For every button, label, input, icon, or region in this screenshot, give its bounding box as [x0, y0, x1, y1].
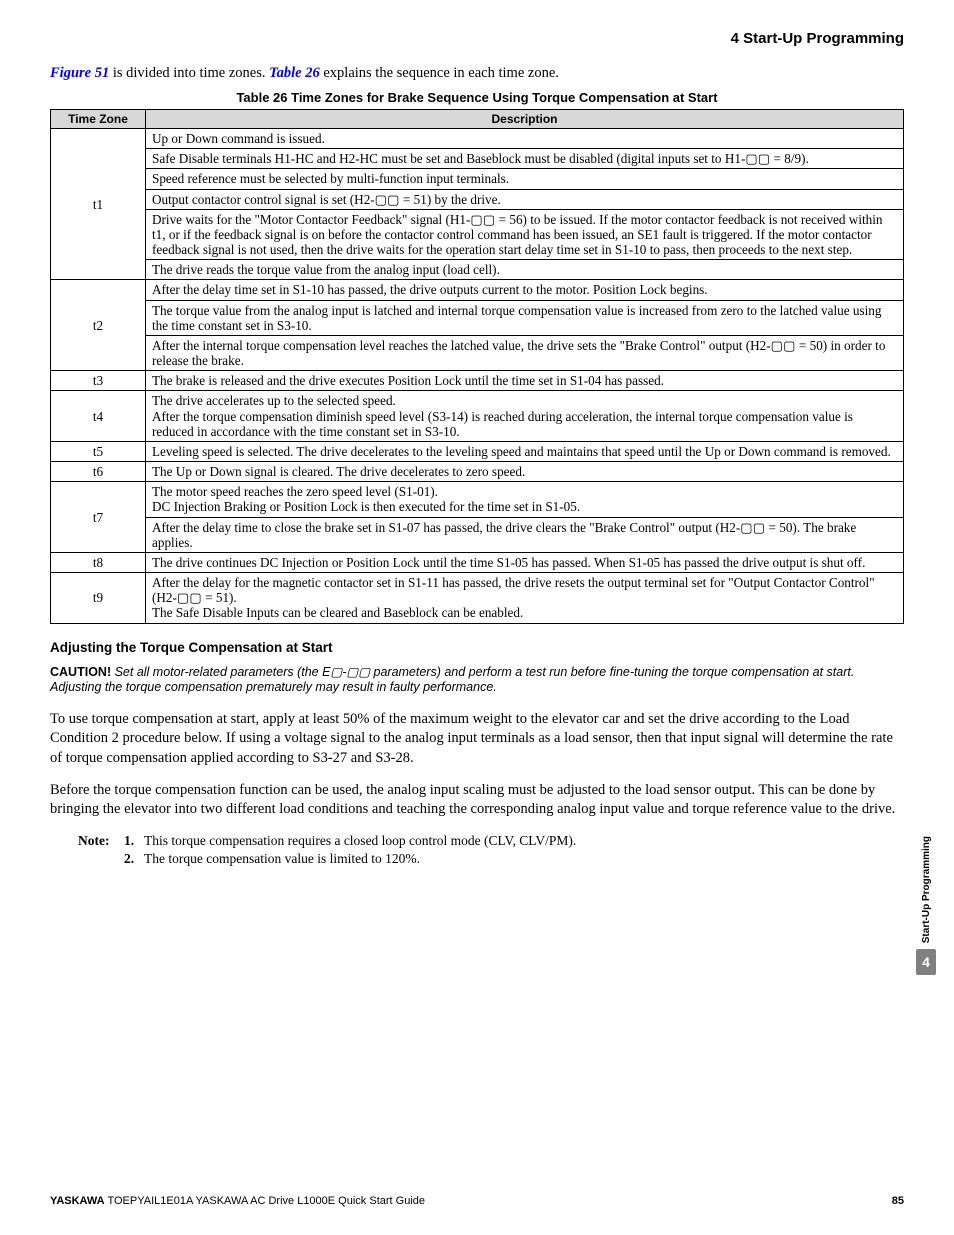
tz-cell: t1: [51, 129, 146, 280]
paragraph-1: To use torque compensation at start, app…: [50, 710, 904, 769]
desc-cell: The motor speed reaches the zero speed l…: [146, 482, 904, 517]
intro-sentence: Figure 51 is divided into time zones. Ta…: [50, 65, 904, 82]
section-header: 4 Start-Up Programming: [50, 30, 904, 47]
desc-cell: After the delay time to close the brake …: [146, 517, 904, 552]
desc-cell: After the delay for the magnetic contact…: [146, 573, 904, 624]
table-row: t6The Up or Down signal is cleared. The …: [51, 462, 904, 482]
intro-tail: explains the sequence in each time zone.: [320, 65, 559, 81]
desc-cell: The torque value from the analog input i…: [146, 300, 904, 335]
tz-cell: t2: [51, 280, 146, 371]
table-row: t7The motor speed reaches the zero speed…: [51, 482, 904, 517]
page-footer: YASKAWA TOEPYAIL1E01A YASKAWA AC Drive L…: [50, 1195, 904, 1207]
table-row: t5Leveling speed is selected. The drive …: [51, 441, 904, 461]
time-zone-table: Time Zone Description t1Up or Down comma…: [50, 109, 904, 624]
table-link[interactable]: Table 26: [269, 65, 320, 81]
caution-block: CAUTION! Set all motor-related parameter…: [50, 665, 904, 696]
table-row: Safe Disable terminals H1-HC and H2-HC m…: [51, 149, 904, 169]
caution-body: Set all motor-related parameters (the E▢…: [50, 665, 854, 695]
desc-cell: After the internal torque compensation l…: [146, 335, 904, 370]
desc-cell: Drive waits for the "Motor Contactor Fee…: [146, 209, 904, 260]
desc-cell: The drive accelerates up to the selected…: [146, 391, 904, 442]
tz-cell: t3: [51, 371, 146, 391]
desc-cell: Up or Down command is issued.: [146, 129, 904, 149]
table-row: Drive waits for the "Motor Contactor Fee…: [51, 209, 904, 260]
table-row: t1Up or Down command is issued.: [51, 129, 904, 149]
side-tab-number: 4: [916, 949, 936, 975]
table-row: t2After the delay time set in S1-10 has …: [51, 280, 904, 300]
table-row: t8The drive continues DC Injection or Po…: [51, 552, 904, 572]
desc-cell: Output contactor control signal is set (…: [146, 189, 904, 209]
th-timezone: Time Zone: [51, 110, 146, 129]
caution-label: CAUTION!: [50, 665, 111, 679]
note-text-1: This torque compensation requires a clos…: [144, 832, 576, 850]
tz-cell: t5: [51, 441, 146, 461]
table-row: The torque value from the analog input i…: [51, 300, 904, 335]
tz-cell: t9: [51, 573, 146, 624]
footer-brand: YASKAWA: [50, 1195, 105, 1207]
footer-left: YASKAWA TOEPYAIL1E01A YASKAWA AC Drive L…: [50, 1195, 425, 1207]
desc-cell: Leveling speed is selected. The drive de…: [146, 441, 904, 461]
table-row: t9After the delay for the magnetic conta…: [51, 573, 904, 624]
intro-mid: is divided into time zones.: [109, 65, 269, 81]
desc-cell: Safe Disable terminals H1-HC and H2-HC m…: [146, 149, 904, 169]
table-row: After the internal torque compensation l…: [51, 335, 904, 370]
tz-cell: t4: [51, 391, 146, 442]
figure-link[interactable]: Figure 51: [50, 65, 109, 81]
note-num-2: 2.: [124, 850, 144, 868]
desc-cell: The Up or Down signal is cleared. The dr…: [146, 462, 904, 482]
table-caption: Table 26 Time Zones for Brake Sequence U…: [50, 90, 904, 105]
side-tab-label: Start-Up Programming: [921, 836, 932, 943]
footer-page: 85: [892, 1195, 904, 1207]
paragraph-2: Before the torque compensation function …: [50, 781, 904, 820]
desc-cell: After the delay time set in S1-10 has pa…: [146, 280, 904, 300]
table-row: t3The brake is released and the drive ex…: [51, 371, 904, 391]
subheading: Adjusting the Torque Compensation at Sta…: [50, 640, 904, 655]
desc-cell: The drive continues DC Injection or Posi…: [146, 552, 904, 572]
table-row: t4The drive accelerates up to the select…: [51, 391, 904, 442]
th-description: Description: [146, 110, 904, 129]
notes-block: Note: 1. This torque compensation requir…: [78, 832, 904, 868]
tz-cell: t7: [51, 482, 146, 553]
side-tab: Start-Up Programming 4: [916, 836, 936, 975]
desc-cell: The brake is released and the drive exec…: [146, 371, 904, 391]
note-text-2: The torque compensation value is limited…: [144, 850, 420, 868]
desc-cell: The drive reads the torque value from th…: [146, 260, 904, 280]
tz-cell: t6: [51, 462, 146, 482]
note-label: Note:: [78, 832, 124, 850]
footer-doc: TOEPYAIL1E01A YASKAWA AC Drive L1000E Qu…: [105, 1195, 425, 1207]
table-row: Speed reference must be selected by mult…: [51, 169, 904, 189]
table-row: Output contactor control signal is set (…: [51, 189, 904, 209]
note-num-1: 1.: [124, 832, 144, 850]
table-row: After the delay time to close the brake …: [51, 517, 904, 552]
desc-cell: Speed reference must be selected by mult…: [146, 169, 904, 189]
tz-cell: t8: [51, 552, 146, 572]
table-row: The drive reads the torque value from th…: [51, 260, 904, 280]
